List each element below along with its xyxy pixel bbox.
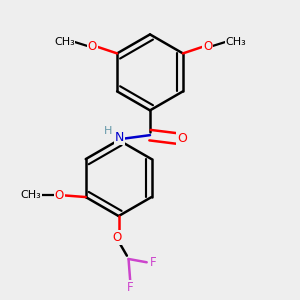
Text: F: F xyxy=(150,256,157,269)
Text: O: O xyxy=(55,189,64,202)
Text: O: O xyxy=(203,40,212,53)
Text: CH₃: CH₃ xyxy=(21,190,42,200)
Text: H: H xyxy=(104,126,112,136)
Text: CH₃: CH₃ xyxy=(54,37,75,47)
Text: O: O xyxy=(88,40,97,53)
Text: CH₃: CH₃ xyxy=(225,37,246,47)
Text: O: O xyxy=(112,231,122,244)
Text: F: F xyxy=(127,280,134,294)
Text: O: O xyxy=(177,132,187,145)
Text: N: N xyxy=(115,131,124,144)
